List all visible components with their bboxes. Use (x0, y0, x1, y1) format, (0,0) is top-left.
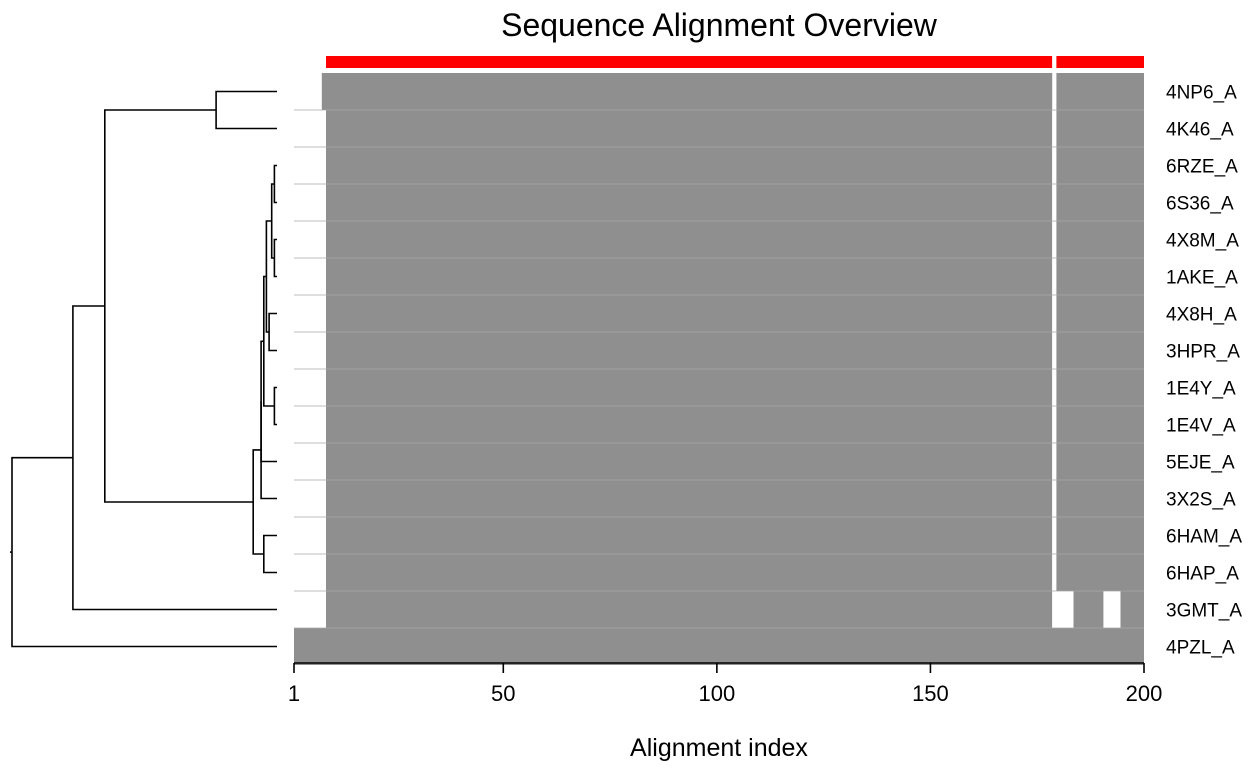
aligned-segment (326, 369, 1053, 406)
x-axis: 1 50 100 150 200 (288, 662, 1163, 706)
sequence-label: 3GMT_A (1166, 601, 1242, 622)
aligned-segment (321, 73, 1053, 110)
x-tick-label: 1 (288, 681, 300, 706)
alignment-row (321, 73, 1144, 110)
aligned-segment (1073, 591, 1104, 628)
x-tick-label: 100 (699, 681, 736, 706)
aligned-segment (326, 295, 1053, 332)
alignment-row (294, 109, 1144, 147)
dendrogram-branch (273, 386, 277, 426)
aligned-segment (326, 147, 1053, 184)
sequence-label: 1E4Y_A (1166, 379, 1236, 400)
dendrogram-branch (104, 109, 254, 503)
alignment-row (294, 405, 1144, 443)
dendrogram-branch (273, 238, 277, 278)
aligned-segment (1056, 332, 1144, 369)
conservation-bar (326, 56, 1144, 68)
dendrogram-branch (260, 401, 277, 500)
sequence-label: 6S36_A (1166, 194, 1234, 215)
alignment-row (294, 220, 1144, 258)
sequence-label: 4PZL_A (1166, 638, 1235, 659)
aligned-segment (326, 443, 1053, 480)
alignment-row (294, 479, 1144, 517)
dendrogram-branch (263, 534, 277, 574)
aligned-segment (326, 184, 1053, 221)
aligned-segment (326, 221, 1053, 258)
sequence-label: 4NP6_A (1166, 83, 1237, 104)
alignment-row (294, 146, 1144, 184)
sequence-label: 6HAP_A (1166, 564, 1239, 585)
alignment-row (294, 368, 1144, 406)
dendrogram-branch (273, 164, 277, 204)
x-tick-label: 50 (491, 681, 515, 706)
alignment-rows (294, 73, 1144, 665)
aligned-segment (326, 332, 1053, 369)
alignment-row (294, 590, 1144, 628)
sequence-label: 1E4V_A (1166, 416, 1236, 437)
sequence-label: 5EJE_A (1166, 453, 1235, 474)
conservation-segment (326, 56, 1053, 68)
aligned-segment (326, 591, 1053, 628)
aligned-segment (1120, 591, 1144, 628)
aligned-segment (326, 480, 1053, 517)
aligned-segment (1056, 443, 1144, 480)
aligned-segment (1056, 258, 1144, 295)
sequence-label: 4K46_A (1166, 120, 1234, 141)
x-axis-label: Alignment index (630, 734, 808, 762)
chart-title: Sequence Alignment Overview (501, 7, 938, 43)
dendrogram-branch (252, 449, 264, 555)
aligned-segment (1056, 406, 1144, 443)
alignment-row (294, 442, 1144, 480)
sequence-label: 6HAM_A (1166, 527, 1242, 548)
dendrogram-branch (72, 305, 277, 611)
aligned-segment (326, 406, 1053, 443)
sequence-label: 4X8M_A (1166, 231, 1239, 252)
aligned-segment (326, 110, 1053, 147)
alignment-row (294, 257, 1144, 295)
alignment-row (294, 516, 1144, 554)
alignment-row (294, 183, 1144, 221)
aligned-segment (1056, 73, 1144, 110)
aligned-segment (1056, 554, 1144, 591)
dendrogram-branch (268, 312, 277, 352)
aligned-segment (294, 628, 1144, 665)
sequence-labels: 4NP6_A 4K46_A 6RZE_A 6S36_A 4X8M_A 1AKE_A 4X8H… (1166, 83, 1242, 659)
aligned-segment (1056, 369, 1144, 406)
sequence-label: 3HPR_A (1166, 342, 1240, 363)
dendrogram-branch (11, 456, 277, 648)
sequence-label: 3X2S_A (1166, 490, 1236, 511)
conservation-segment (1056, 56, 1144, 68)
alignment-row (294, 331, 1144, 369)
aligned-segment (1056, 480, 1144, 517)
sequence-label: 1AKE_A (1166, 268, 1238, 289)
alignment-row (294, 294, 1144, 332)
sequence-label: 6RZE_A (1166, 157, 1238, 178)
aligned-segment (326, 258, 1053, 295)
aligned-segment (1056, 295, 1144, 332)
sequence-label: 4X8H_A (1166, 305, 1237, 326)
dendrogram-branch (215, 90, 277, 130)
aligned-segment (1056, 147, 1144, 184)
x-tick-label: 150 (912, 681, 949, 706)
aligned-segment (326, 554, 1053, 591)
x-tick-label: 200 (1126, 681, 1163, 706)
aligned-segment (326, 517, 1053, 554)
alignment-row (294, 553, 1144, 591)
aligned-segment (1056, 517, 1144, 554)
aligned-segment (1056, 184, 1144, 221)
dendrogram (10, 90, 277, 648)
aligned-segment (1056, 221, 1144, 258)
aligned-segment (1056, 110, 1144, 147)
alignment-row (294, 627, 1144, 665)
